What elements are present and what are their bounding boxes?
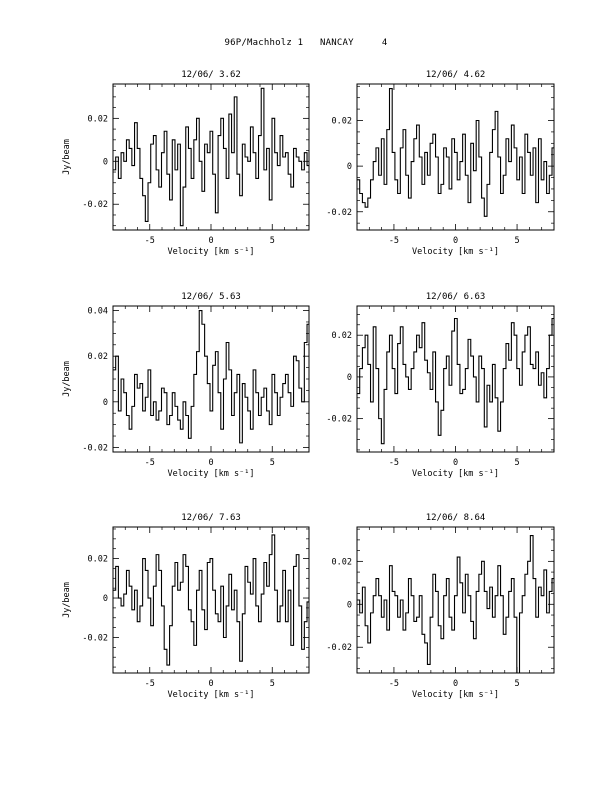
x-tick-label: -5: [145, 679, 155, 689]
spectrum-panel-2: 12/06/ 4.62 -5 0 5 -0.02 0 0.02 Velocity [km s⁻…: [326, 70, 555, 257]
x-tick-label: 0: [208, 679, 213, 689]
x-tick-label: 0: [453, 236, 458, 246]
spectrum-panel-1: 12/06/ 3.62 -5 0 5 -0.02 0 0.02 Velocity [km s⁻…: [62, 70, 310, 257]
panel-title: 12/06/ 8.64: [426, 513, 486, 523]
spectrum-series-line: [113, 87, 309, 227]
spectrum-panel-3: 12/06/ 5.63 -5 0 5 -0.02 0 0.02 0.04 Velocity [k…: [62, 292, 310, 479]
x-axis-label: Velocity [km s⁻¹]: [168, 690, 255, 700]
y-tick-label: -0.02: [82, 200, 108, 210]
panel-title: 12/06/ 6.63: [426, 292, 486, 302]
x-tick-label: 0: [208, 458, 213, 468]
x-tick-label: -5: [145, 458, 155, 468]
x-axis-label: Velocity [km s⁻¹]: [168, 247, 255, 257]
x-tick-label: 5: [270, 236, 275, 246]
spectrum-series-line: [357, 535, 554, 673]
x-tick-label: 0: [208, 236, 213, 246]
y-tick-label: -0.02: [326, 643, 352, 653]
spectrum-series-line: [357, 88, 554, 217]
x-tick-label: 5: [515, 458, 520, 468]
panel-title: 12/06/ 5.63: [181, 292, 241, 302]
y-tick-label: -0.02: [82, 443, 108, 453]
plot-frame: [112, 305, 310, 453]
y-tick-label: 0.02: [332, 331, 352, 341]
y-tick-label: -0.02: [82, 633, 108, 643]
spectrum-series-line: [113, 310, 309, 444]
y-tick-label: 0: [103, 594, 108, 604]
x-tick-label: -5: [389, 679, 399, 689]
y-tick-label: 0: [347, 373, 352, 383]
x-tick-label: 0: [453, 458, 458, 468]
y-tick-label: -0.02: [326, 415, 352, 425]
x-axis-label: Velocity [km s⁻¹]: [168, 469, 255, 479]
y-tick-label: 0: [347, 600, 352, 610]
panel-title: 12/06/ 4.62: [426, 70, 486, 80]
x-tick-label: 5: [270, 458, 275, 468]
y-tick-label: 0: [103, 398, 108, 408]
spectrum-panel-4: 12/06/ 6.63 -5 0 5 -0.02 0 0.02 Velocity [km s⁻…: [326, 292, 555, 479]
y-tick-label: 0: [103, 157, 108, 167]
y-tick-label: 0.02: [88, 114, 108, 124]
y-tick-label: 0.04: [88, 307, 108, 317]
spectrum-series-line: [113, 534, 309, 666]
y-tick-label: 0.02: [88, 352, 108, 362]
y-axis-label: Jy/beam: [62, 582, 72, 618]
y-tick-label: -0.02: [326, 208, 352, 218]
x-axis-label: Velocity [km s⁻¹]: [412, 247, 499, 257]
x-tick-label: -5: [389, 458, 399, 468]
y-tick-label: 0: [347, 162, 352, 172]
x-tick-label: 0: [453, 679, 458, 689]
x-tick-label: -5: [145, 236, 155, 246]
panel-title: 12/06/ 7.63: [181, 513, 241, 523]
y-tick-label: 0.02: [88, 555, 108, 565]
y-axis-label: Jy/beam: [62, 361, 72, 397]
x-tick-label: -5: [389, 236, 399, 246]
x-axis-label: Velocity [km s⁻¹]: [412, 690, 499, 700]
y-tick-label: 0.02: [332, 117, 352, 127]
spectrum-series-line: [357, 317, 554, 445]
spectrum-panel-5: 12/06/ 7.63 -5 0 5 -0.02 0 0.02 Velocity [km s⁻…: [62, 513, 310, 700]
x-axis-label: Velocity [km s⁻¹]: [412, 469, 499, 479]
panel-title: 12/06/ 3.62: [181, 70, 241, 80]
page-header: 96P/Machholz 1 NANCAY 4: [224, 38, 388, 48]
x-tick-label: 5: [515, 679, 520, 689]
x-tick-label: 5: [270, 679, 275, 689]
spectrum-panel-6: 12/06/ 8.64 -5 0 5 -0.02 0 0.02 Velocity [km s⁻…: [326, 513, 555, 700]
x-tick-label: 5: [515, 236, 520, 246]
y-axis-label: Jy/beam: [62, 139, 72, 175]
y-tick-label: 0.02: [332, 557, 352, 567]
